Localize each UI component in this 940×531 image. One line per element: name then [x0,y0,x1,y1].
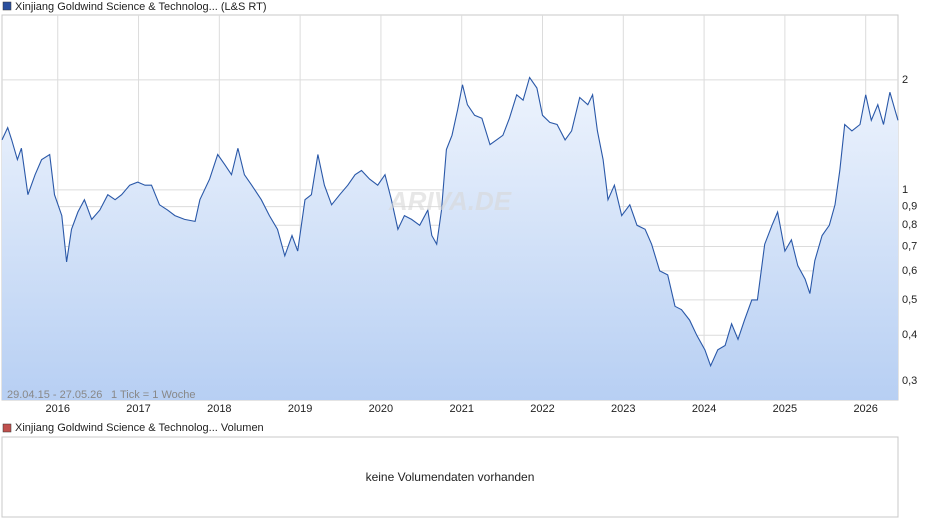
y-tick-label: 1 [902,184,908,196]
volume-title: Xinjiang Goldwind Science & Technolog...… [15,422,264,434]
x-tick-label: 2017 [126,403,150,415]
watermark: ARIVA.DE [388,186,512,216]
y-tick-label: 0,9 [902,200,917,212]
x-tick-label: 2018 [207,403,231,415]
y-tick-label: 0,5 [902,294,917,306]
volume-note: keine Volumendaten vorhanden [366,470,535,484]
x-tick-label: 2025 [773,403,797,415]
x-tick-label: 2022 [530,403,554,415]
tick-info: 1 Tick = 1 Woche [111,389,195,401]
x-tick-label: 2021 [449,403,473,415]
y-tick-label: 0,3 [902,375,917,387]
x-tick-label: 2024 [692,403,716,415]
legend-swatch [2,1,12,11]
y-tick-label: 2 [902,74,908,86]
x-tick-label: 2023 [611,403,635,415]
y-tick-label: 0,7 [902,240,917,252]
volume-legend-swatch [2,423,12,433]
x-tick-label: 2020 [369,403,393,415]
chart-title: Xinjiang Goldwind Science & Technolog...… [15,1,267,13]
x-tick-label: 2016 [46,403,70,415]
y-tick-label: 0,8 [902,219,917,231]
y-tick-label: 0,4 [902,329,917,341]
x-tick-label: 2019 [288,403,312,415]
price-line [1,76,899,368]
volume-frame [1,436,899,518]
plot [1,76,899,400]
y-tick-label: 0,6 [902,265,917,277]
x-tick-label: 2026 [853,403,877,415]
date-range: 29.04.15 - 27.05.26 [7,389,102,401]
area [2,77,898,400]
